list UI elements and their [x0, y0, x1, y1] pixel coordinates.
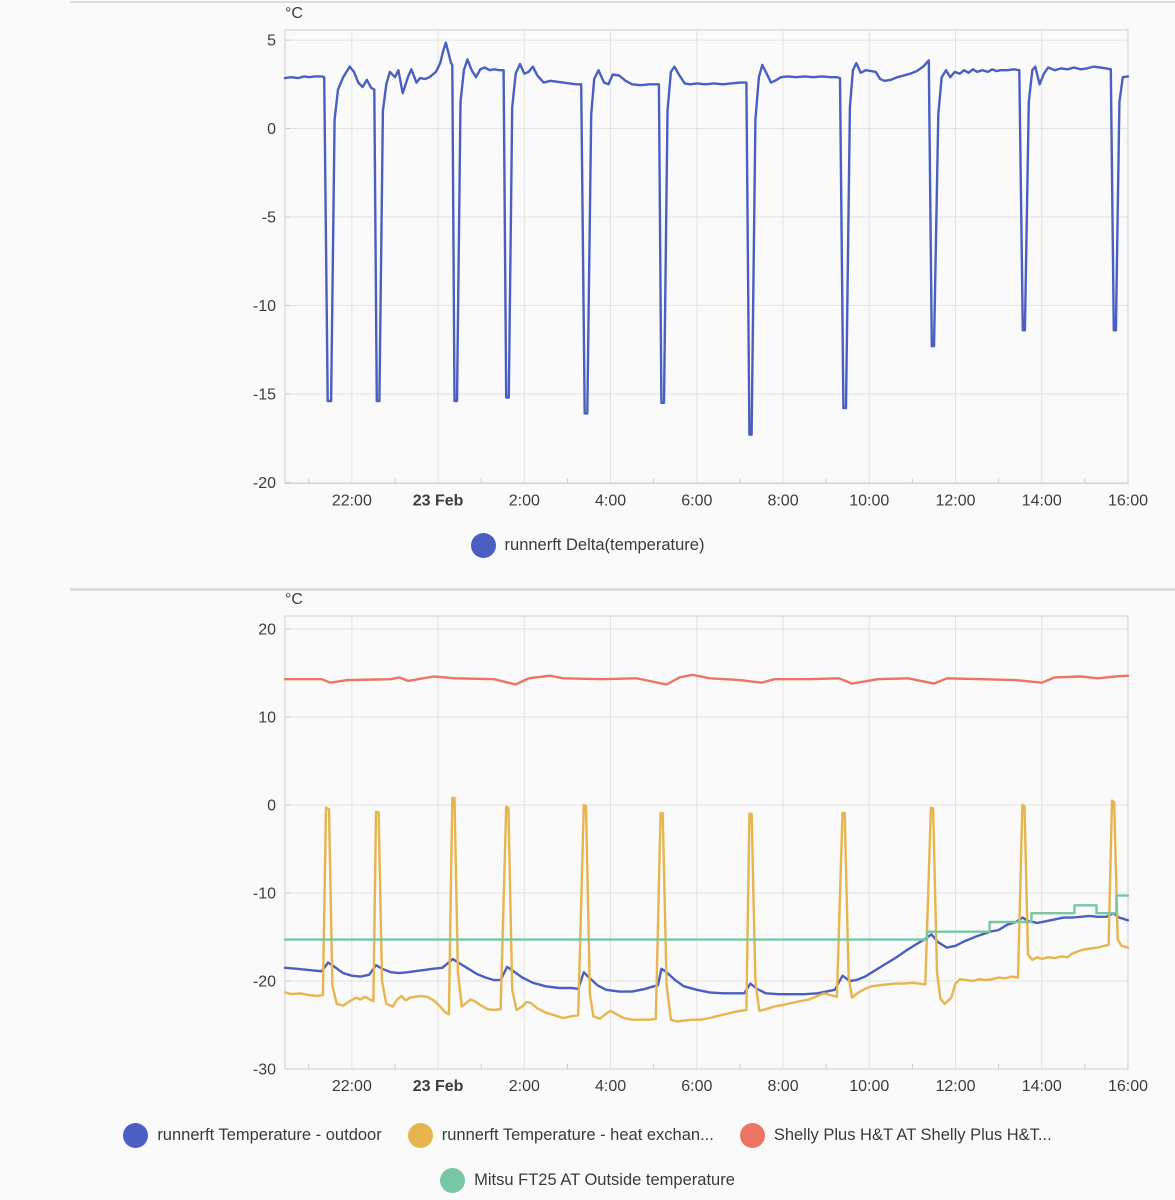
- grid-lines: [285, 616, 1129, 1070]
- top-divider: [70, 1, 1175, 3]
- legend-item-runnerft-delta-temperature[interactable]: runnerft Delta(temperature): [470, 533, 705, 558]
- x-tick-label: 23 Feb: [413, 1078, 464, 1092]
- temperatures-chart[interactable]: °C 20 10 0 -10 -20 -30 22:00 23 Feb 2:00 4:00 6:00 8…: [0, 592, 1175, 1092]
- y-tick-label: -15: [253, 386, 276, 403]
- x-tick-label: 16:00: [1108, 1078, 1148, 1092]
- delta-temperature-chart[interactable]: °C 5 0 -5 -10 -15 -20 22:00 23 Feb 2:00 4:00 6:00 8:…: [0, 0, 1175, 520]
- x-tick-label: 2:00: [509, 493, 540, 510]
- delta-temperature-chart-card: °C 5 0 -5 -10 -15 -20 22:00 23 Feb 2:00 4:00 6:00 8:…: [0, 0, 1175, 558]
- y-tick-label: -20: [253, 974, 276, 991]
- y-tick-label: 5: [267, 33, 276, 50]
- series-shelly-plus-h-t-at-shelly-plus-h-t: [283, 673, 1130, 686]
- x-tick-label: 12:00: [935, 1078, 975, 1092]
- legend-item-runnerft-temperature-outdoor[interactable]: runnerft Temperature - outdoor: [123, 1123, 382, 1148]
- y-tick-label: 20: [258, 622, 276, 639]
- legend-row: runnerft Delta(temperature): [0, 533, 1175, 558]
- y-tick-label: -30: [253, 1062, 276, 1079]
- y-tick-label: -20: [253, 475, 276, 492]
- x-tick-label: 4:00: [595, 493, 626, 510]
- y-tick-label: 0: [267, 121, 276, 138]
- legend-item-shelly-plus-h-t-at-shelly-plus-h-t[interactable]: Shelly Plus H&T AT Shelly Plus H&T...: [739, 1123, 1052, 1148]
- x-tick-label: 23 Feb: [413, 493, 464, 510]
- x-tick-label: 14:00: [1022, 493, 1062, 510]
- legend-color-dot: [407, 1123, 433, 1148]
- y-tick-label: 10: [258, 710, 276, 727]
- x-tick-label: 2:00: [509, 1078, 540, 1092]
- y-tick-label: 0: [267, 798, 276, 815]
- temperatures-chart-card: °C 20 10 0 -10 -20 -30 22:00 23 Feb 2:00 4:00 6:00 8…: [0, 592, 1175, 1193]
- x-tick-label: 8:00: [767, 493, 798, 510]
- x-tick-label: 6:00: [681, 493, 712, 510]
- x-tick-label: 10:00: [849, 1078, 889, 1092]
- y-tick-label: -10: [253, 886, 276, 903]
- legend-color-dot: [123, 1123, 149, 1148]
- legend-row: runnerft Temperature - outdoor runnerft T…: [0, 1123, 1175, 1148]
- legend-row: Mitsu FT25 AT Outside temperature: [0, 1168, 1175, 1193]
- x-tick-label: 8:00: [767, 1078, 798, 1092]
- x-tick-label: 12:00: [935, 493, 975, 510]
- x-axis-labels: 22:00 23 Feb 2:00 4:00 6:00 8:00 10:00 12:00 14:…: [332, 493, 1148, 510]
- legend-label: runnerft Temperature - outdoor: [157, 1126, 382, 1144]
- x-tick-label: 22:00: [332, 1078, 372, 1092]
- x-tick-label: 4:00: [595, 1078, 626, 1092]
- x-tick-label: 6:00: [681, 1078, 712, 1092]
- series-runnerft-temperature-heat-exchanger: [283, 796, 1130, 1023]
- legend-label: Mitsu FT25 AT Outside temperature: [474, 1171, 735, 1189]
- x-tick-label: 16:00: [1108, 493, 1148, 510]
- delta-temperature-legend: runnerft Delta(temperature): [0, 533, 1175, 558]
- legend-label: runnerft Temperature - heat exchan...: [441, 1126, 714, 1144]
- temperatures-legend: runnerft Temperature - outdoor runnerft T…: [0, 1123, 1175, 1193]
- legend-label: Shelly Plus H&T AT Shelly Plus H&T...: [773, 1126, 1052, 1144]
- axis-tick-marks: [285, 628, 1086, 1070]
- y-axis-unit-label: °C: [285, 592, 303, 608]
- axis-tick-marks: [285, 39, 1086, 484]
- x-axis-labels: 22:00 23 Feb 2:00 4:00 6:00 8:00 10:00 12:00 14:…: [332, 1078, 1148, 1092]
- y-axis-unit-label: °C: [285, 5, 303, 22]
- legend-color-dot: [440, 1168, 466, 1193]
- grid-lines: [285, 30, 1129, 484]
- y-axis-labels: 20 10 0 -10 -20 -30: [253, 622, 276, 1079]
- x-tick-label: 22:00: [332, 493, 372, 510]
- chart-divider: [70, 588, 1175, 591]
- legend-label: runnerft Delta(temperature): [504, 536, 705, 554]
- x-tick-label: 14:00: [1022, 1078, 1062, 1092]
- plot-border: [284, 29, 1129, 485]
- x-tick-label: 10:00: [849, 493, 889, 510]
- legend-color-dot: [470, 533, 496, 558]
- y-tick-label: -10: [253, 298, 276, 315]
- y-axis-labels: 5 0 -5 -10 -15 -20: [253, 33, 276, 492]
- y-tick-label: -5: [262, 210, 276, 227]
- series-runnerft-temperature-outdoor: [283, 912, 1130, 996]
- legend-item-mitsu-ft25-at-outside-temperature[interactable]: Mitsu FT25 AT Outside temperature: [440, 1168, 735, 1193]
- legend-color-dot: [739, 1123, 765, 1148]
- series-runnerft-delta-temperature: [283, 41, 1130, 436]
- series-mitsu-ft25-at-outside-temperature: [283, 894, 1130, 941]
- legend-item-runnerft-temperature-heat-exchan[interactable]: runnerft Temperature - heat exchan...: [407, 1123, 714, 1148]
- plot-border: [284, 615, 1129, 1070]
